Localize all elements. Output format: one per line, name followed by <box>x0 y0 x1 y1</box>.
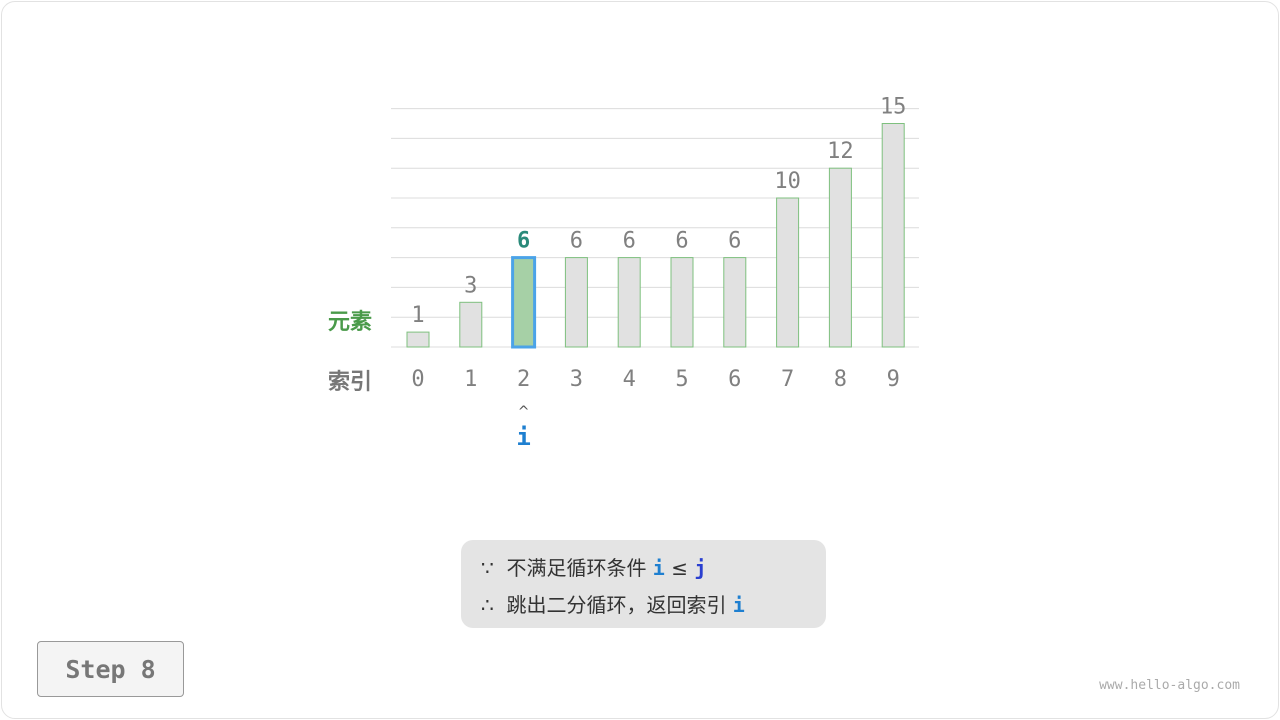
note-text: ∴ 跳出二分循环，返回索引 <box>481 593 733 617</box>
index-label: 7 <box>781 367 794 392</box>
bar <box>511 256 537 349</box>
pointer-i-label: i <box>516 423 530 451</box>
note-text: ∵ 不满足循环条件 <box>481 556 653 580</box>
value-label: 6 <box>517 229 530 254</box>
note-line-2: ∴ 跳出二分循环，返回索引 i <box>481 589 745 618</box>
value-label: 10 <box>774 169 801 194</box>
operator: ≤ <box>664 556 695 580</box>
value-label: 3 <box>464 273 477 298</box>
bar <box>670 257 694 348</box>
index-label: 5 <box>675 367 688 392</box>
index-label: 2 <box>517 367 530 392</box>
bar <box>459 301 483 348</box>
index-label: 1 <box>464 367 477 392</box>
bar <box>564 257 588 348</box>
value-label: 6 <box>728 229 741 254</box>
bar <box>617 257 641 348</box>
index-label: 3 <box>570 367 583 392</box>
value-label: 6 <box>570 229 583 254</box>
value-label: 1 <box>411 303 424 328</box>
note-line-1: ∵ 不满足循环条件 i ≤ j <box>481 552 706 581</box>
bar <box>881 123 905 348</box>
bar <box>776 197 800 348</box>
index-label: 4 <box>623 367 636 392</box>
bar <box>406 331 430 348</box>
value-label: 15 <box>880 95 907 120</box>
bar <box>828 167 852 348</box>
bar <box>723 257 747 348</box>
value-label: 12 <box>827 139 854 164</box>
step-button[interactable]: Step 8 <box>37 641 184 697</box>
index-row-label: 索引 <box>328 370 373 395</box>
watermark: www.hello-algo.com <box>1099 678 1240 693</box>
index-label: 8 <box>834 367 847 392</box>
element-row-label: 元素 <box>328 310 373 335</box>
pointer-arrow-icon: ^ <box>518 404 530 420</box>
index-label: 6 <box>728 367 741 392</box>
var-j: j <box>694 556 707 580</box>
explanation-box: ∵ 不满足循环条件 i ≤ j ∴ 跳出二分循环，返回索引 i <box>461 540 826 628</box>
value-label: 6 <box>623 229 636 254</box>
var-i: i <box>732 593 745 617</box>
index-label: 9 <box>887 367 900 392</box>
value-label: 6 <box>675 229 688 254</box>
var-i: i <box>652 556 665 580</box>
index-label: 0 <box>411 367 424 392</box>
